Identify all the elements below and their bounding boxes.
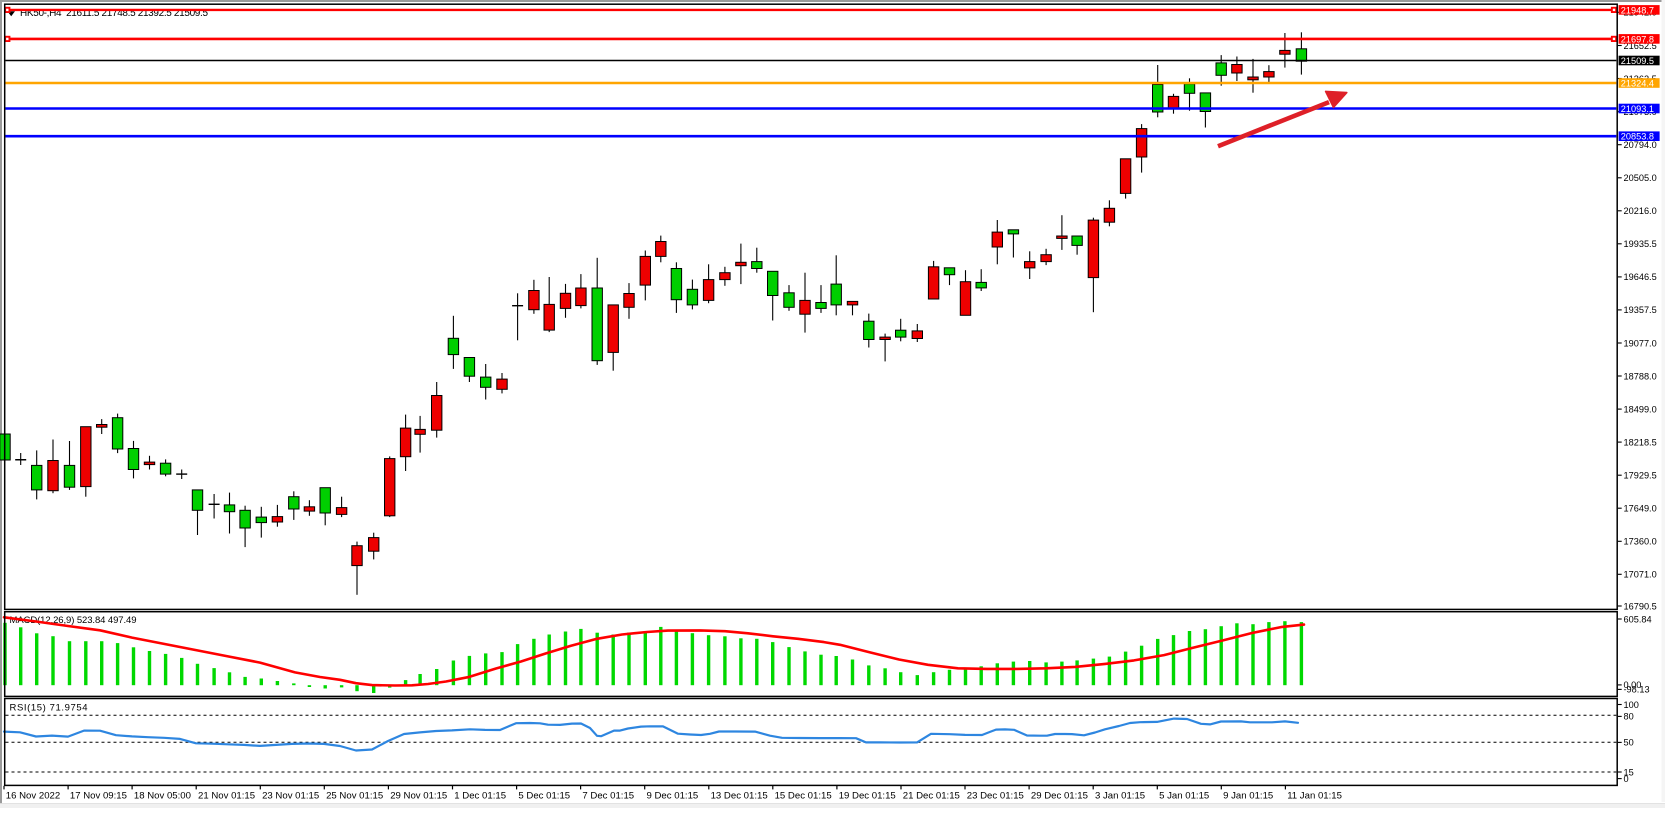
svg-text:21697.8: 21697.8 [1621,34,1654,44]
svg-text:21 Nov 01:15: 21 Nov 01:15 [198,790,255,801]
svg-text:9 Jan 01:15: 9 Jan 01:15 [1223,790,1273,801]
svg-text:17071.0: 17071.0 [1624,570,1657,580]
svg-text:20853.8: 20853.8 [1621,132,1654,142]
svg-text:17929.5: 17929.5 [1624,471,1657,481]
svg-text:23 Nov 01:15: 23 Nov 01:15 [262,790,319,801]
svg-text:17360.0: 17360.0 [1624,537,1657,547]
svg-text:25 Nov 01:15: 25 Nov 01:15 [326,790,383,801]
svg-text:18 Nov 05:00: 18 Nov 05:00 [134,790,191,801]
svg-text:50: 50 [1624,738,1634,748]
svg-text:9 Dec 01:15: 9 Dec 01:15 [647,790,699,801]
svg-text:21093.1: 21093.1 [1621,104,1654,114]
svg-text:0: 0 [1624,774,1629,784]
svg-text:19357.5: 19357.5 [1624,305,1657,315]
svg-text:5 Jan 01:15: 5 Jan 01:15 [1159,790,1209,801]
svg-text:605.84: 605.84 [1624,614,1652,624]
svg-text:7 Dec 01:15: 7 Dec 01:15 [582,790,634,801]
svg-text:19646.5: 19646.5 [1624,272,1657,282]
svg-text:17 Nov 09:15: 17 Nov 09:15 [70,790,127,801]
svg-text:18499.0: 18499.0 [1624,404,1657,414]
svg-text:20216.0: 20216.0 [1624,206,1657,216]
svg-text:16790.5: 16790.5 [1624,601,1657,611]
svg-text:RSI(15) 71.9754: RSI(15) 71.9754 [10,703,88,714]
svg-text:13 Dec 01:15: 13 Dec 01:15 [711,790,768,801]
svg-text:21948.7: 21948.7 [1621,5,1654,15]
svg-text:17649.0: 17649.0 [1624,504,1657,514]
svg-text:3 Jan 01:15: 3 Jan 01:15 [1095,790,1145,801]
svg-text:15 Dec 01:15: 15 Dec 01:15 [775,790,832,801]
svg-text:1 Dec 01:15: 1 Dec 01:15 [454,790,506,801]
svg-text:29 Dec 01:15: 29 Dec 01:15 [1031,790,1088,801]
svg-text:20505.0: 20505.0 [1624,173,1657,183]
svg-text:23 Dec 01:15: 23 Dec 01:15 [967,790,1024,801]
svg-text:18788.0: 18788.0 [1624,371,1657,381]
svg-text:-98.13: -98.13 [1624,685,1650,695]
svg-text:16 Nov 2022: 16 Nov 2022 [6,790,60,801]
svg-text:21 Dec 01:15: 21 Dec 01:15 [903,790,960,801]
svg-text:100: 100 [1624,700,1639,710]
svg-text:19077.0: 19077.0 [1624,338,1657,348]
svg-text:19935.5: 19935.5 [1624,239,1657,249]
svg-text:5 Dec 01:15: 5 Dec 01:15 [518,790,570,801]
svg-text:29 Nov 01:15: 29 Nov 01:15 [390,790,447,801]
svg-text:18218.5: 18218.5 [1624,437,1657,447]
svg-text:80: 80 [1624,712,1634,722]
svg-text:21509.5: 21509.5 [1621,56,1654,66]
svg-text:19 Dec 01:15: 19 Dec 01:15 [839,790,896,801]
svg-text:11 Jan 01:15: 11 Jan 01:15 [1287,790,1342,801]
svg-text:21324.4: 21324.4 [1621,78,1654,88]
